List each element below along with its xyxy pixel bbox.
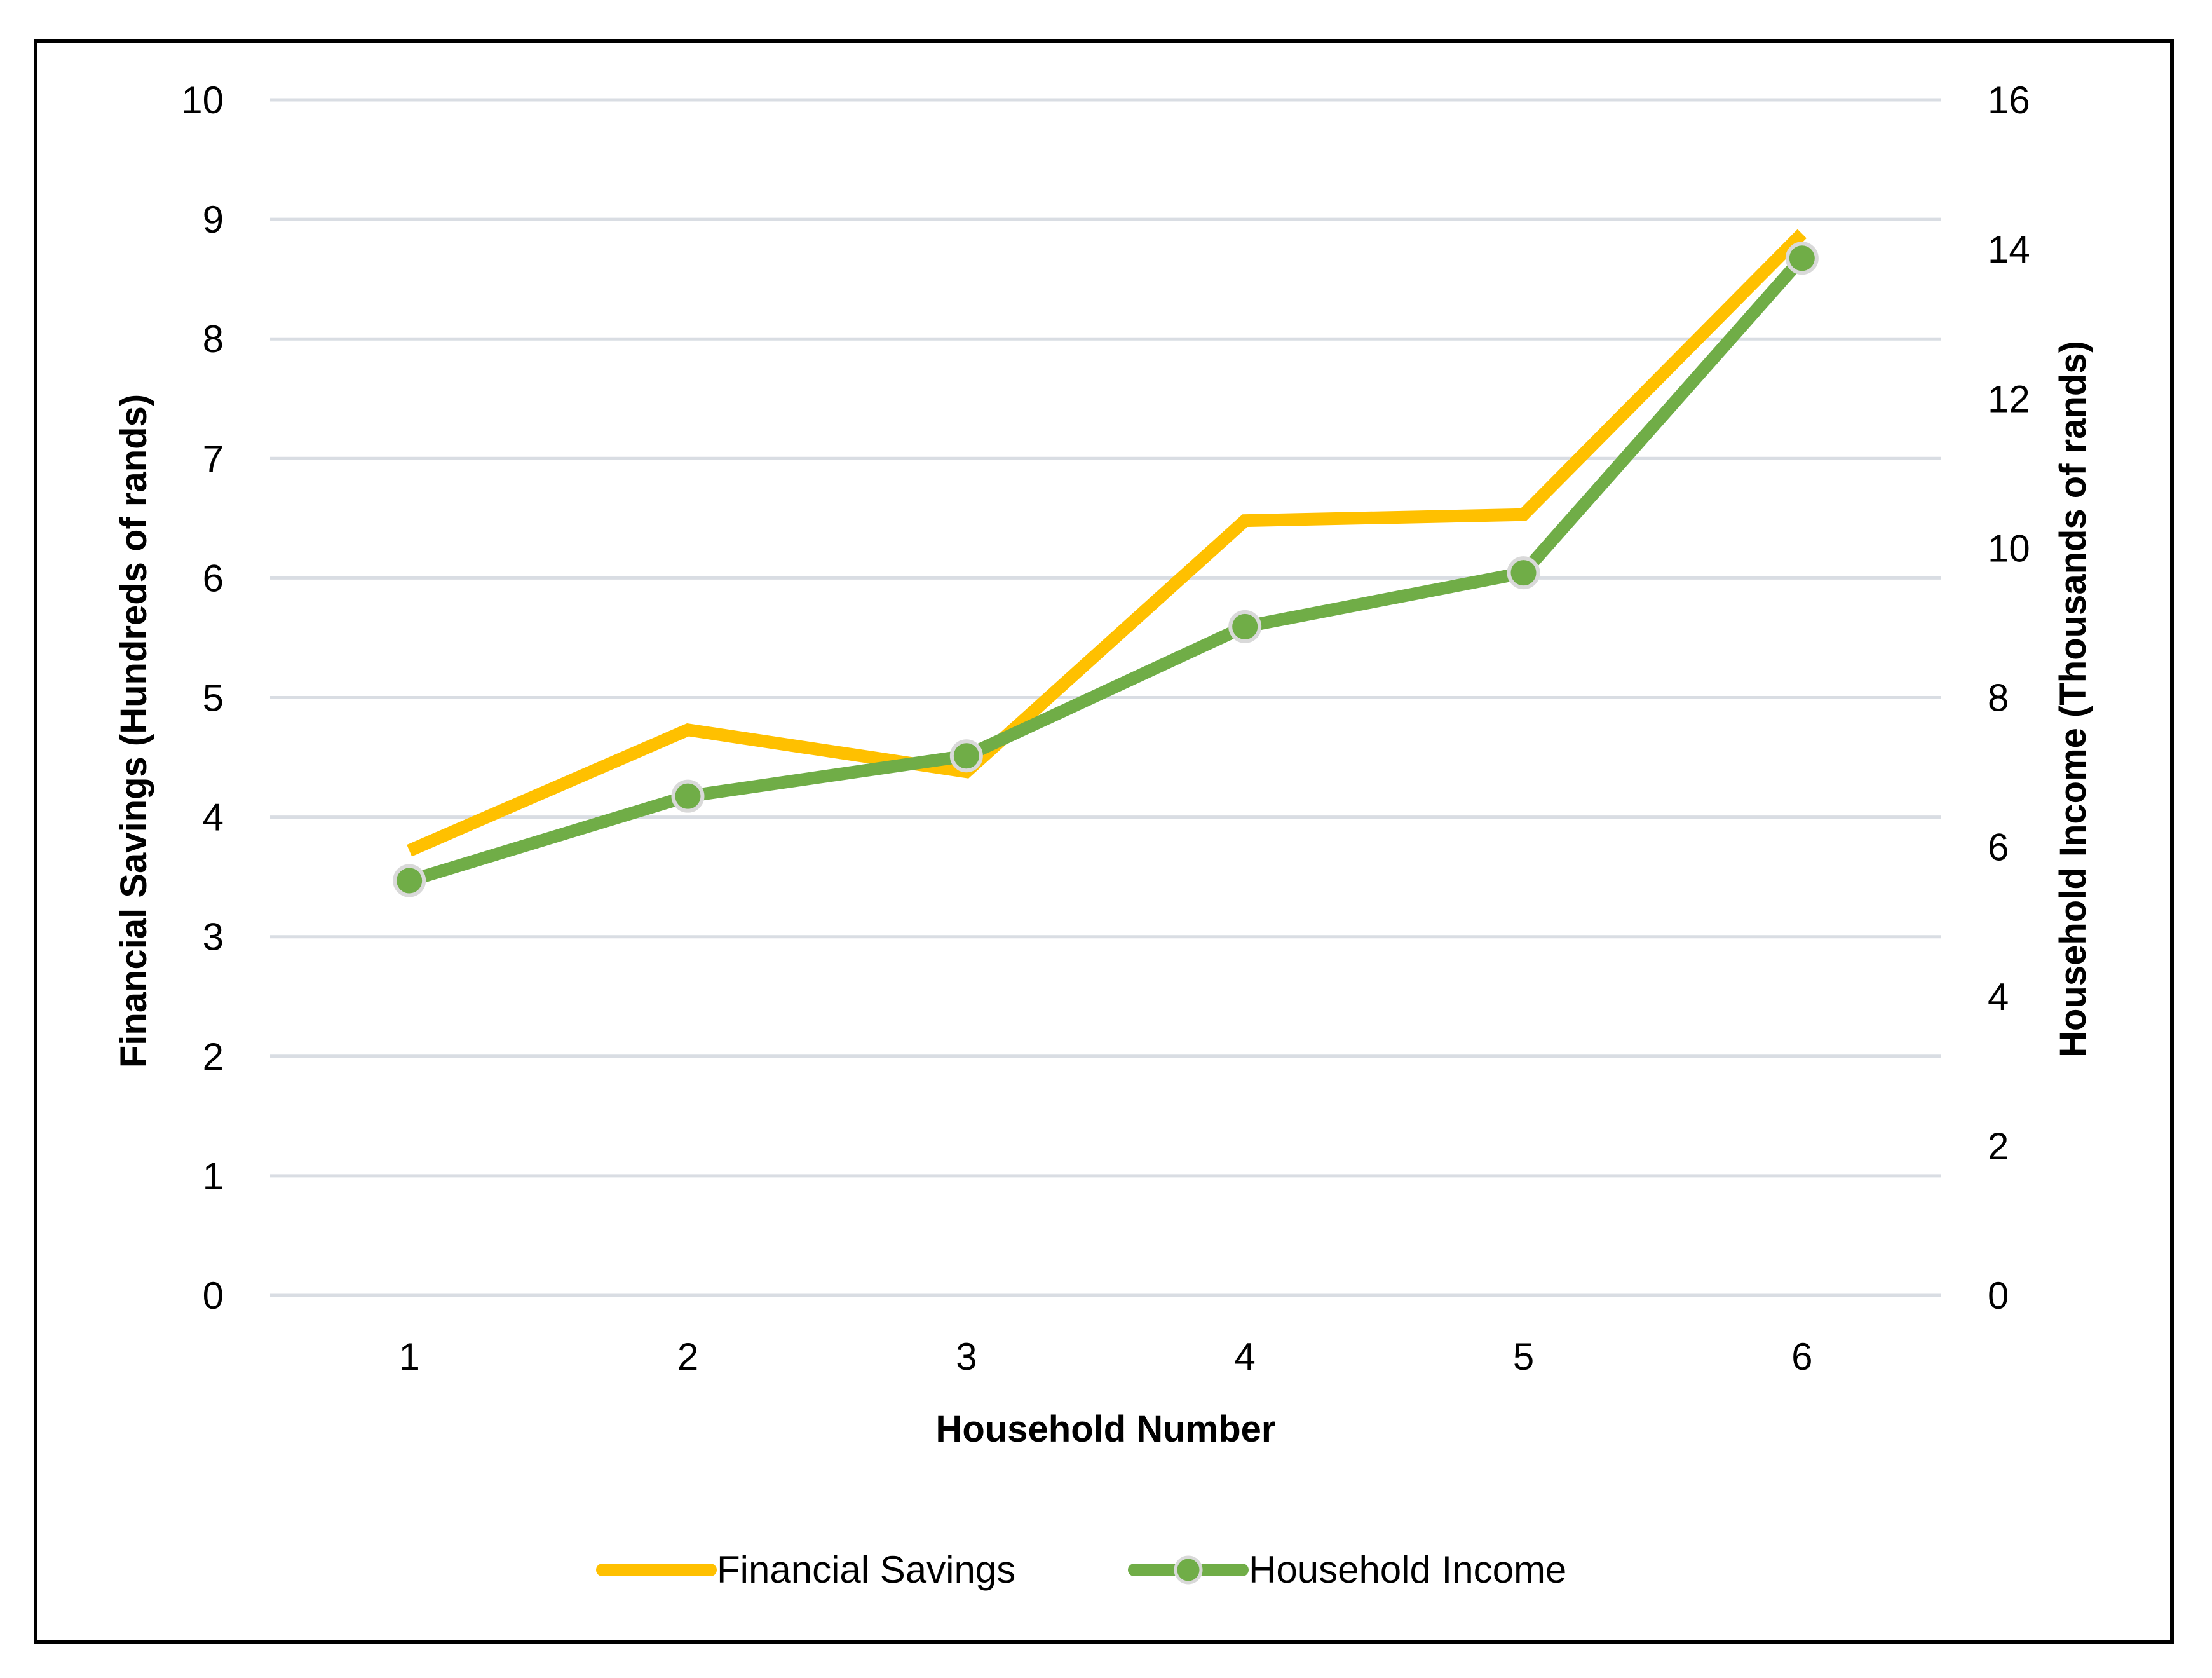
y-tick-label: 8 (203, 318, 224, 360)
series-line-household-income (407, 254, 1807, 887)
data-point-household-income (393, 864, 426, 897)
left-axis-ticks: 0 1 2 3 4 5 6 7 8 9 10 (181, 79, 224, 1317)
x-tick-label: 4 (1234, 1335, 1255, 1378)
legend-item-household-income: Household Income (1128, 1548, 1566, 1591)
data-point-household-income (949, 739, 983, 773)
data-point-household-income (1507, 556, 1540, 590)
y2-axis-label: Household Income (Thousands of rands) (2053, 341, 2094, 1058)
y-tick-label: 5 (203, 677, 224, 720)
y2-tick-label: 6 (1988, 826, 2009, 869)
x-tick-label: 3 (956, 1335, 977, 1378)
data-point-household-income (671, 779, 705, 813)
x-axis-ticks: 1 2 3 4 5 6 (398, 1335, 1812, 1378)
y2-tick-label: 12 (1988, 378, 2030, 420)
gridlines (270, 98, 1941, 1297)
y-tick-label: 9 (203, 198, 224, 241)
series-markers (393, 242, 1819, 897)
legend-marker-household-income (1174, 1555, 1203, 1585)
y-tick-label: 7 (203, 437, 224, 480)
legend-item-financial-savings: Financial Savings (596, 1548, 1015, 1591)
y2-tick-label: 4 (1988, 976, 2009, 1018)
y-tick-label: 2 (203, 1035, 224, 1078)
y2-tick-label: 0 (1988, 1274, 2009, 1317)
y-tick-label: 3 (203, 916, 224, 958)
y2-tick-label: 8 (1988, 677, 2009, 720)
y2-tick-label: 14 (1988, 228, 2030, 271)
x-tick-label: 6 (1791, 1335, 1812, 1378)
y-tick-label: 6 (203, 557, 224, 599)
chart-frame (34, 39, 2174, 1644)
y-tick-label: 1 (203, 1155, 224, 1197)
y-tick-label: 4 (203, 796, 224, 839)
y2-tick-label: 10 (1988, 527, 2030, 570)
data-point-household-income (1228, 610, 1262, 643)
y-tick-label: 10 (181, 79, 224, 121)
x-tick-label: 5 (1513, 1335, 1534, 1378)
x-axis-label: Household Number (936, 1409, 1276, 1450)
y-axis-label: Financial Savings (Hundreds of rands) (113, 394, 154, 1068)
y-tick-label: 0 (203, 1274, 224, 1317)
y2-tick-label: 2 (1988, 1125, 2009, 1168)
series-line-financial-savings (407, 229, 1807, 857)
legend-label-household-income: Household Income (1249, 1548, 1566, 1591)
series-lines (407, 229, 1807, 887)
data-point-household-income (1785, 242, 1819, 275)
x-tick-label: 1 (398, 1335, 419, 1378)
x-tick-label: 2 (677, 1335, 698, 1378)
legend-label-financial-savings: Financial Savings (717, 1548, 1015, 1591)
right-axis-ticks: 0 2 4 6 8 10 12 14 16 (1988, 79, 2030, 1317)
y2-tick-label: 16 (1988, 79, 2030, 121)
legend: Financial Savings Household Income (596, 1548, 1566, 1591)
